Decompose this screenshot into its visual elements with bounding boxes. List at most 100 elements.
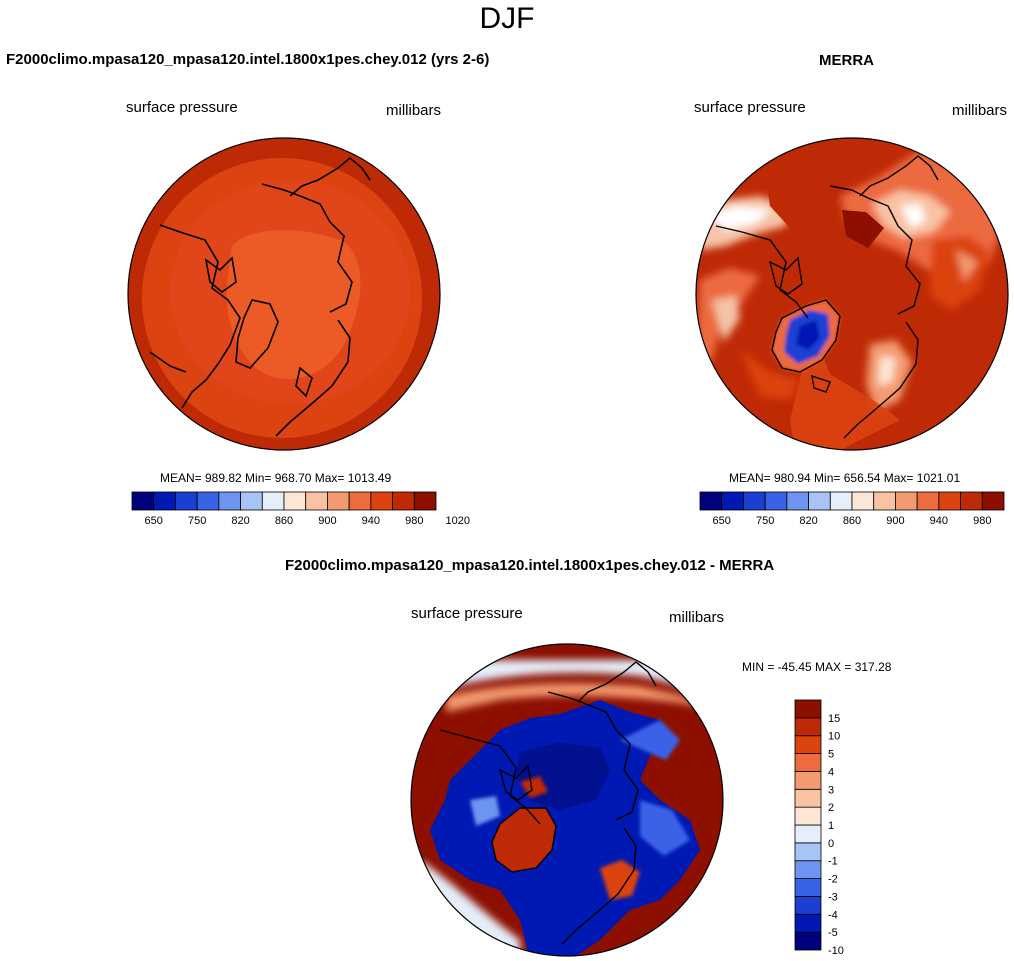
panel3-colorbar-tick-label: 10 bbox=[828, 731, 840, 743]
panel3-colorbar-tick-label: 5 bbox=[828, 749, 834, 761]
panel3-colorbar-tick-label: 4 bbox=[828, 766, 834, 778]
panel3-colorbar-box bbox=[794, 788, 822, 808]
panel3-border bbox=[410, 643, 724, 957]
panel1-map bbox=[128, 138, 440, 450]
panel3-colorbar-box bbox=[794, 753, 822, 772]
panel1-colorbar-tick-label: 860 bbox=[275, 515, 293, 527]
panel2-colorbar-tick-label: 650 bbox=[713, 515, 731, 527]
panel2-colorbar-tick-label: 820 bbox=[799, 515, 817, 527]
panel1-colorbar-box bbox=[327, 491, 350, 511]
panel2-colorbar-tick-label: 980 bbox=[973, 515, 991, 527]
panel2-colorbar-box bbox=[699, 491, 723, 511]
panel2-map bbox=[696, 138, 1008, 450]
panel3-colorbar-box bbox=[794, 824, 822, 844]
panel1-colorbar: 650 750 820 860 900 940 980 1020 bbox=[131, 491, 470, 527]
panel1-colorbar-box bbox=[370, 491, 393, 511]
panel1-colorbar-tick-label: 750 bbox=[188, 515, 206, 527]
panel3-map bbox=[411, 644, 723, 956]
panel3-colorbar-box bbox=[794, 860, 822, 879]
panel3-colorbar-tick-label: -4 bbox=[828, 909, 838, 921]
panel2-colorbar-box bbox=[764, 491, 788, 511]
panel2-title: MERRA bbox=[819, 52, 874, 69]
panel1-colorbar-tick-label: 650 bbox=[145, 515, 163, 527]
panel1-colorbar-box bbox=[240, 491, 263, 511]
panel1-title: F2000climo.mpasa120_mpasa120.intel.1800x… bbox=[6, 51, 490, 68]
panel1-colorbar-box bbox=[175, 491, 198, 511]
panel1-colorbar-box bbox=[131, 491, 155, 511]
panel3-colorbar-tick-label: 1 bbox=[828, 820, 834, 832]
panel3-colorbar-tick-label: 2 bbox=[828, 802, 834, 814]
panel1-colorbar-tick-label: 940 bbox=[362, 515, 380, 527]
panel3-colorbar-tick-label: -5 bbox=[828, 927, 838, 939]
panel3-colorbar-box bbox=[794, 931, 822, 951]
panel1-field-core bbox=[226, 230, 361, 379]
panel1-colorbar-box bbox=[218, 491, 241, 511]
panel1-stats: MEAN= 989.82 Min= 968.70 Max= 1013.49 bbox=[160, 471, 392, 485]
panel3-units-label: millibars bbox=[669, 609, 725, 626]
panel1-colorbar-box bbox=[348, 491, 372, 511]
panel2-colorbar-box bbox=[938, 491, 961, 511]
panel1-colorbar-box bbox=[413, 491, 437, 511]
panel2-colorbar-box bbox=[960, 491, 983, 511]
panel3-field-details bbox=[470, 720, 690, 900]
panel2-colorbar-box bbox=[873, 491, 896, 511]
panel2-colorbar-tick-label: 860 bbox=[843, 515, 861, 527]
panel2-colorbar-box bbox=[786, 491, 809, 511]
panel3-colorbar-box bbox=[794, 735, 822, 754]
panel1-colorbar-box bbox=[283, 491, 307, 511]
panel3-colorbar-tick-label: -2 bbox=[828, 874, 838, 886]
panel1-colorbar-box bbox=[196, 491, 220, 511]
panel2-colorbar-tick-label: 900 bbox=[886, 515, 904, 527]
panel2-colorbar-box bbox=[721, 491, 744, 511]
panel1-colorbar-tick-label: 980 bbox=[405, 515, 423, 527]
panel3-colorbar-box bbox=[794, 896, 822, 915]
panel3-stats: MIN = -45.45 MAX = 317.28 bbox=[742, 660, 892, 674]
panel1-border bbox=[127, 137, 441, 451]
panel2-colorbar-box bbox=[916, 491, 940, 511]
panel2-stats: MEAN= 980.94 Min= 656.54 Max= 1021.01 bbox=[729, 471, 961, 485]
panel2-border bbox=[695, 137, 1009, 451]
panel3-colorbar-tick-label: 3 bbox=[828, 784, 834, 796]
panel2-colorbar-tick-label: 750 bbox=[756, 515, 774, 527]
panel2-units-label: millibars bbox=[952, 102, 1008, 119]
panel2-colorbar-box bbox=[981, 491, 1005, 511]
panel1-colorbar-box bbox=[153, 491, 176, 511]
panel3-variable-label: surface pressure bbox=[411, 605, 523, 622]
panel3-negative-region bbox=[430, 700, 700, 956]
panel3-colorbar-box bbox=[794, 771, 822, 790]
panel1-coastlines bbox=[149, 156, 371, 437]
panel1-colorbar-tick-label: 820 bbox=[231, 515, 249, 527]
panel3-colorbar-tick-label: -3 bbox=[828, 891, 838, 903]
panel3-colorbar-box bbox=[794, 878, 822, 897]
panel3-coastlines bbox=[439, 661, 657, 945]
panel2-variable-label: surface pressure bbox=[694, 99, 806, 116]
panel3-colorbar-box bbox=[794, 806, 822, 826]
panel3-colorbar-box bbox=[794, 913, 822, 933]
panel3-colorbar-box bbox=[794, 699, 822, 719]
panel3-colorbar-tick-label: -10 bbox=[828, 945, 844, 957]
panel1-colorbar-tick-label: 900 bbox=[318, 515, 336, 527]
panel2-colorbar-box bbox=[829, 491, 853, 511]
panel1-colorbar-box bbox=[261, 491, 285, 511]
panel2-colorbar-box bbox=[808, 491, 831, 511]
panel1-colorbar-box bbox=[305, 491, 328, 511]
panel3-colorbar-tick-label: 15 bbox=[828, 713, 840, 725]
panel1-colorbar-tick-label: 1020 bbox=[445, 515, 469, 527]
panel2-colorbar-tick-label: 940 bbox=[930, 515, 948, 527]
panel3-title: F2000climo.mpasa120_mpasa120.intel.1800x… bbox=[285, 557, 775, 574]
panel2-greenland bbox=[772, 300, 840, 372]
panel2-colorbar-box bbox=[743, 491, 766, 511]
panel3-colorbar-tick-label: 0 bbox=[828, 838, 834, 850]
panel3-colorbar-box bbox=[794, 842, 822, 862]
panel1-units-label: millibars bbox=[386, 102, 442, 119]
page-title: DJF bbox=[479, 2, 535, 35]
panel2-colorbar-box bbox=[851, 491, 875, 511]
panel2-coastlines bbox=[715, 155, 939, 439]
panel3-colorbar-box bbox=[794, 717, 822, 737]
panel2-colorbar-box bbox=[895, 491, 918, 511]
panel1-colorbar-box bbox=[392, 491, 415, 511]
panel3-colorbar-tick-label: -1 bbox=[828, 856, 838, 868]
